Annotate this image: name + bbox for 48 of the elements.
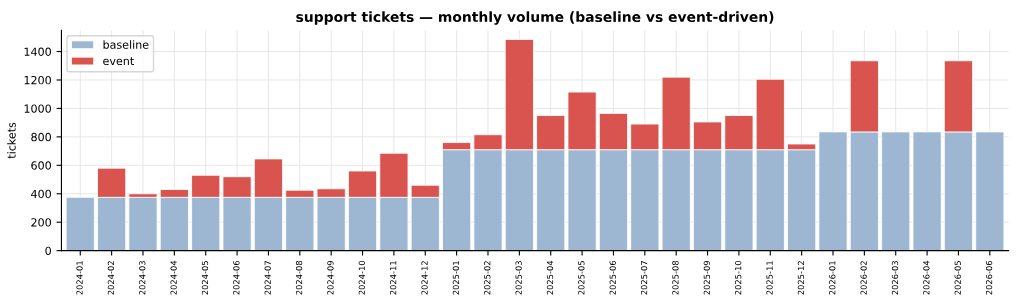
y-tick-label: 1400 [24, 47, 51, 56]
y-tick-label: 0 [45, 246, 51, 256]
x-tick-label: 2024-08 [295, 260, 303, 295]
x-tick-label: 2024-09 [327, 260, 334, 295]
x-tick-label: 2025-01 [452, 261, 460, 295]
bar [975, 131, 1005, 251]
y-tick-label: 800 [31, 132, 51, 142]
y-tick-label: 200 [31, 218, 51, 227]
x-tick-label: 2025-09 [703, 260, 710, 295]
chart-title: support tickets — monthly volume (baseline vs event-driven) [296, 11, 774, 25]
bar [65, 196, 95, 251]
x-tick-label: 2025-04 [546, 260, 554, 295]
x-tick-label: 2024-12 [421, 261, 428, 295]
x-tick-label: 2025-08 [672, 260, 679, 295]
x-tick-label: 2024-01 [76, 261, 83, 295]
x-tick-label: 2026-06 [985, 260, 993, 295]
x-tick-label: 2026-01 [829, 261, 836, 295]
y-tick-label: 1000 [24, 104, 51, 113]
x-tick-label: 2024-06 [233, 260, 240, 295]
x-tick-label: 2024-04 [170, 260, 177, 295]
y-axis-title: tickets [7, 122, 16, 159]
y-tick-label: 1200 [24, 75, 51, 85]
x-tick-label: 2024-11 [390, 261, 397, 295]
x-tick-label: 2025-12 [797, 261, 805, 295]
x-tick-label: 2025-05 [578, 261, 585, 295]
x-tick-label: 2024-03 [139, 261, 146, 295]
x-tick-label: 2024-10 [358, 260, 365, 295]
x-tick-label: 2025-11 [766, 261, 773, 295]
bar [912, 131, 942, 251]
x-tick-label: 2025-02 [484, 261, 491, 295]
x-tick-label: 2025-10 [735, 260, 742, 295]
bar [818, 131, 848, 251]
legend-label: event [103, 57, 134, 66]
legend-label: baseline [103, 40, 149, 49]
x-tick-label: 2024-05 [201, 261, 209, 295]
bar [881, 131, 911, 251]
x-tick-label: 2026-04 [923, 260, 930, 295]
x-tick-label: 2024-07 [264, 261, 271, 295]
x-tick-label: 2026-02 [860, 261, 867, 295]
x-tick-label: 2026-05 [954, 261, 961, 295]
x-tick-label: 2024-02 [107, 261, 115, 295]
y-tick-label: 600 [31, 161, 51, 170]
x-tick-label: 2025-06 [609, 260, 616, 295]
x-tick-label: 2025-07 [640, 261, 648, 295]
bar [128, 196, 158, 251]
y-tick-label: 400 [31, 189, 51, 199]
x-tick-label: 2025-03 [515, 261, 522, 295]
x-tick-label: 2026-03 [891, 261, 899, 295]
